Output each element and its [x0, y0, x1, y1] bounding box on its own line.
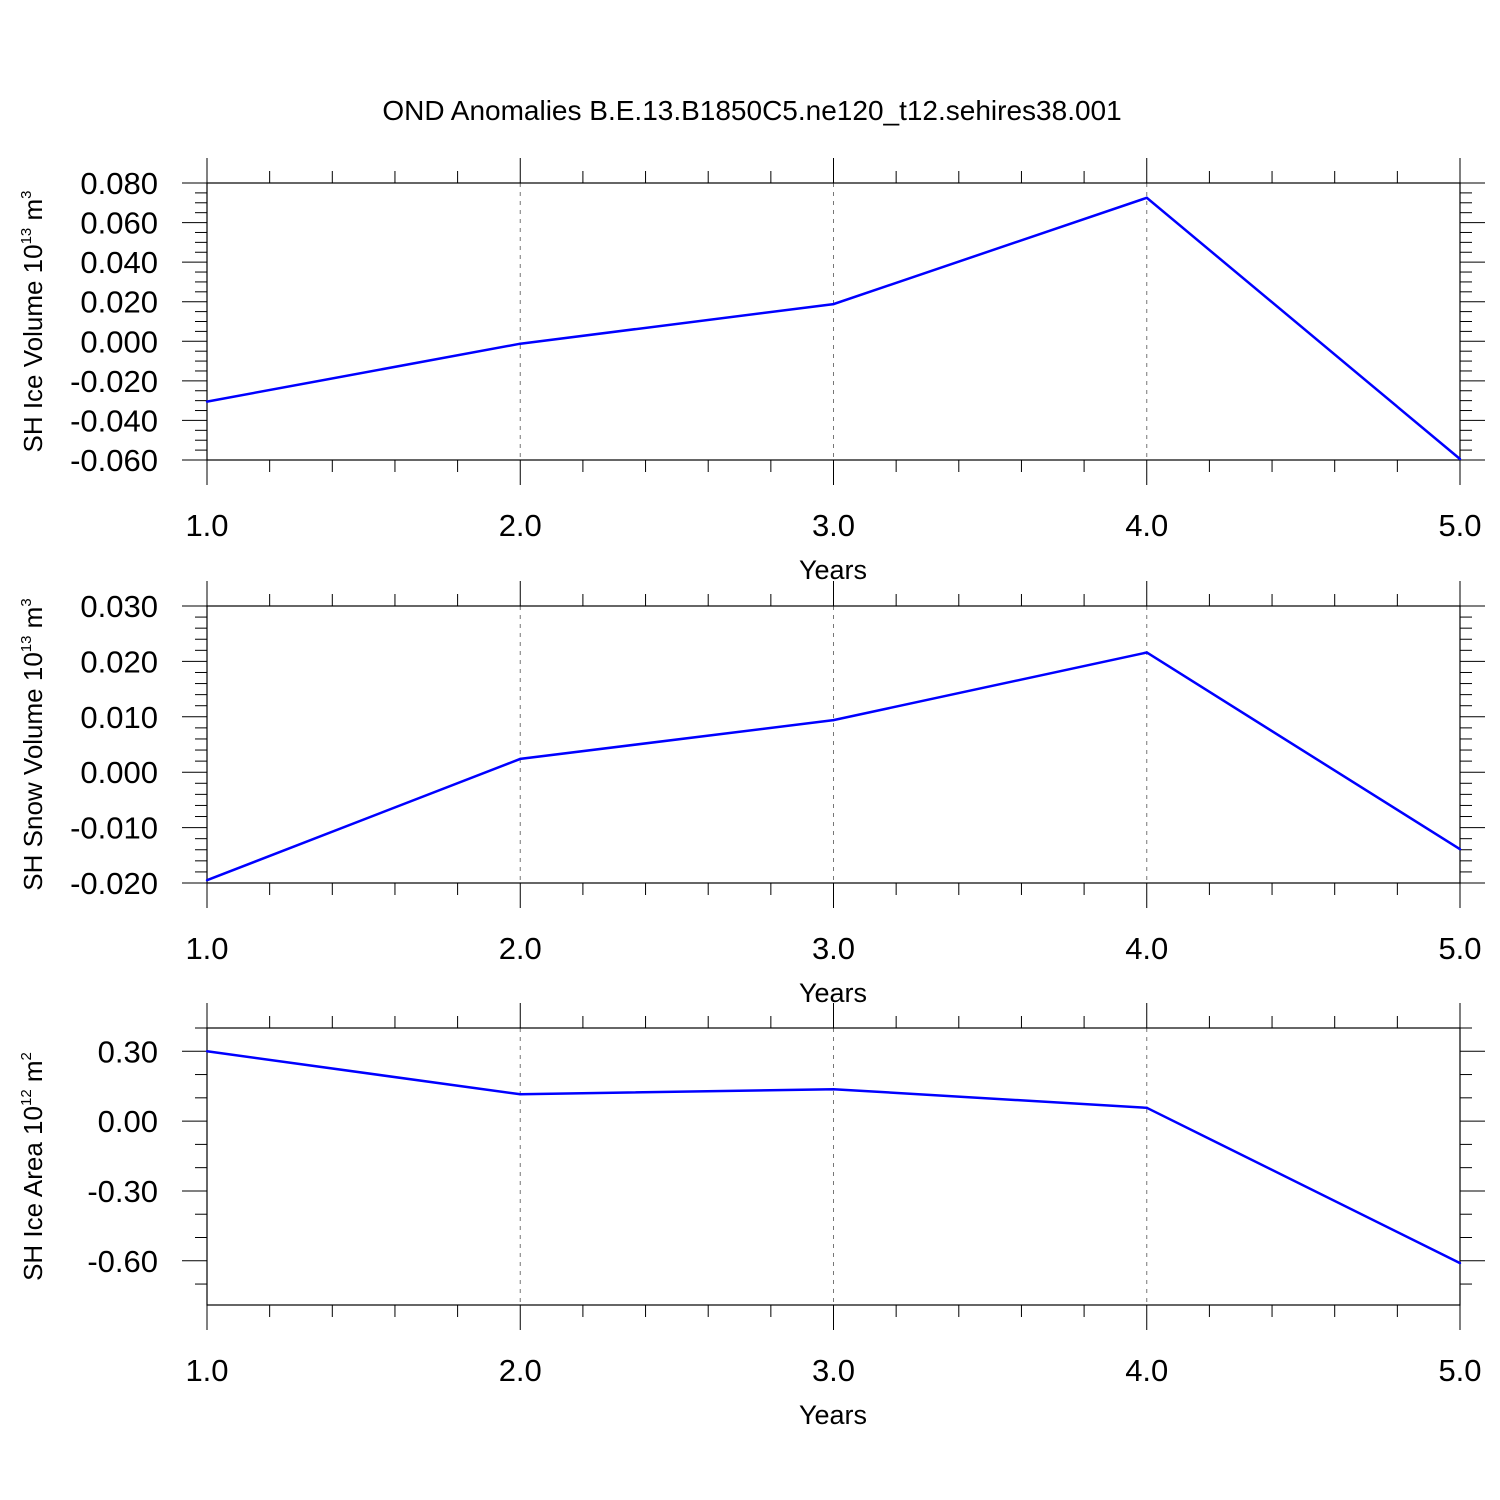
data-point	[205, 879, 209, 882]
chart-title: OND Anomalies B.E.13.B1850C5.ne120_t12.s…	[382, 95, 1121, 126]
y-tick-label: 0.000	[80, 324, 158, 359]
y-tick-label: -0.30	[87, 1174, 158, 1209]
x-tick-label: 1.0	[185, 1353, 228, 1388]
y-tick-label: -0.060	[70, 443, 158, 478]
data-point	[205, 1050, 209, 1053]
data-point	[1145, 651, 1148, 654]
x-axis-label: Years	[799, 1400, 867, 1430]
y-tick-label: 0.040	[80, 245, 158, 280]
y-tick-label: 0.060	[80, 206, 158, 241]
y-axis-label: SH Ice Area 1012 m2	[18, 1052, 48, 1281]
y-axis-label: SH Ice Volume 1013 m3	[18, 190, 48, 452]
data-point	[1145, 196, 1148, 200]
panel-snow-volume: 1.0 2.0 3.0 4.0 5.0 -0.020 -0.010 0.000 0.010 0.0…	[18, 581, 1485, 1008]
y-axis-label: SH Snow Volume 1013 m3	[18, 598, 48, 890]
data-point	[1145, 1106, 1148, 1110]
y-tick-label: 0.010	[80, 700, 158, 735]
data-point	[205, 400, 209, 403]
data-point	[1458, 848, 1462, 851]
y-tick-label: 0.000	[80, 755, 158, 790]
x-axis-label: Years	[799, 555, 867, 585]
x-tick-label: 5.0	[1438, 508, 1481, 543]
panel-ice-area: 1.0 2.0 3.0 4.0 5.0 -0.60 -0.30 0.00 0.30 Years SH…	[18, 1003, 1485, 1430]
y-tick-label: 0.080	[80, 166, 158, 201]
data-point	[519, 757, 522, 761]
y-tick-label: 0.030	[80, 589, 158, 624]
y-tick-label: 0.30	[98, 1034, 158, 1069]
data-point	[519, 342, 522, 345]
x-tick-label: 1.0	[185, 931, 228, 966]
data-point	[519, 1093, 522, 1096]
y-tick-label: -0.040	[70, 403, 158, 438]
x-tick-label: 2.0	[499, 508, 542, 543]
y-tick-label: -0.010	[70, 811, 158, 846]
data-point	[832, 718, 835, 722]
x-tick-label: 1.0	[185, 508, 228, 543]
y-tick-label: -0.60	[87, 1244, 158, 1279]
x-tick-label: 5.0	[1438, 1353, 1481, 1388]
x-tick-label: 2.0	[499, 931, 542, 966]
x-tick-label: 3.0	[812, 508, 855, 543]
data-point	[1458, 457, 1462, 461]
data-point	[832, 302, 835, 306]
data-point	[1458, 1261, 1462, 1265]
series-line	[206, 651, 1461, 882]
y-tick-label: 0.00	[98, 1104, 158, 1139]
y-tick-label: 0.020	[80, 644, 158, 679]
y-tick-label: -0.020	[70, 866, 158, 901]
x-tick-label: 4.0	[1125, 1353, 1168, 1388]
y-tick-label: 0.020	[80, 285, 158, 320]
x-tick-label: 4.0	[1125, 508, 1168, 543]
x-tick-label: 2.0	[499, 1353, 542, 1388]
panel-ice-volume: 1.0 2.0 3.0 4.0 5.0 -0.060 -0.040 -0.020 0.000 0.…	[18, 158, 1485, 585]
data-point	[832, 1088, 835, 1091]
x-tick-label: 3.0	[812, 931, 855, 966]
x-tick-label: 3.0	[812, 1353, 855, 1388]
y-tick-label: -0.020	[70, 364, 158, 399]
x-tick-label: 5.0	[1438, 931, 1481, 966]
x-tick-label: 4.0	[1125, 931, 1168, 966]
